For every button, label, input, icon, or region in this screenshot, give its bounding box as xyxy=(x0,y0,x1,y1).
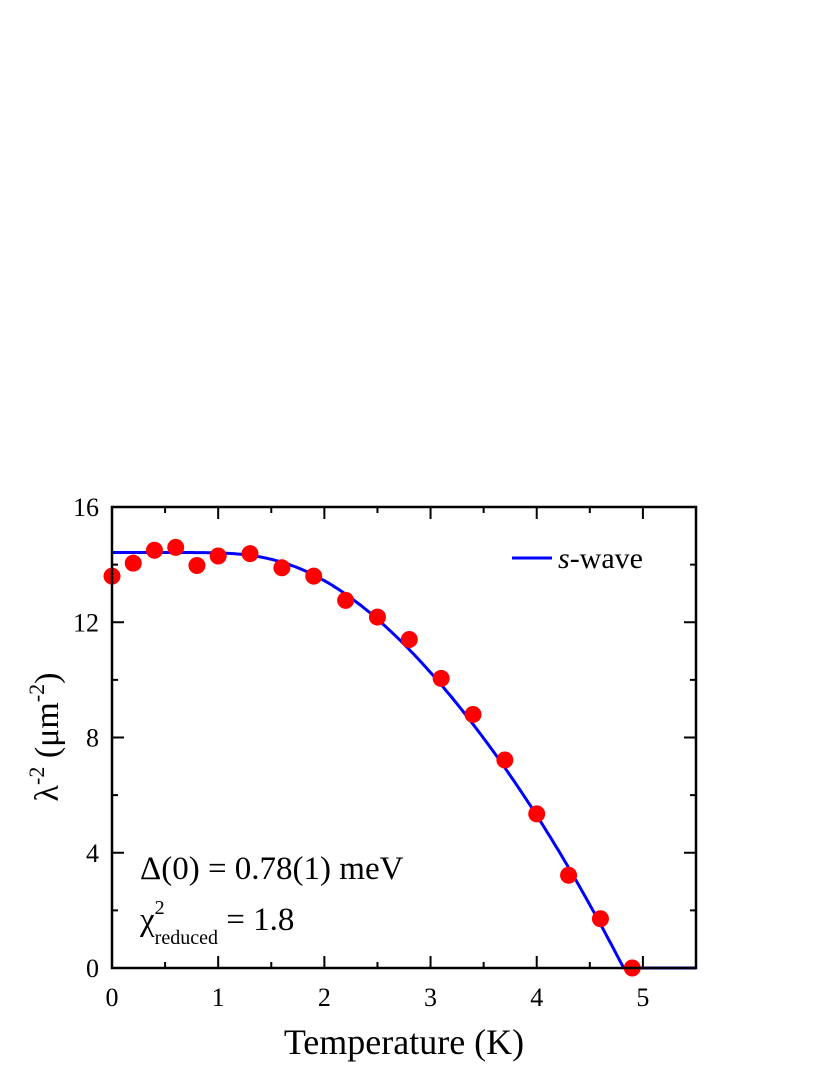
y-axis-title: λ-2 (μm-2) xyxy=(24,673,66,802)
data-point xyxy=(496,751,514,769)
x-tick-label: 4 xyxy=(530,983,543,1012)
legend: s-wave xyxy=(512,542,643,575)
data-point xyxy=(591,910,609,928)
data-point xyxy=(167,538,185,556)
y-tick-label: 8 xyxy=(86,724,99,753)
chi-squared-annotation: χ2 reduced = 1.8 xyxy=(139,897,294,949)
data-point xyxy=(145,541,163,559)
y-tick-label: 12 xyxy=(73,608,99,637)
data-point xyxy=(368,608,386,626)
axis-ticks xyxy=(111,506,697,969)
data-point xyxy=(124,554,142,572)
data-point xyxy=(432,669,450,687)
x-tick-label: 5 xyxy=(636,983,649,1012)
data-point xyxy=(337,591,355,609)
x-tick-label: 2 xyxy=(318,983,331,1012)
y-tick-label: 4 xyxy=(86,839,99,868)
data-point xyxy=(305,567,323,585)
x-axis-title: Temperature (K) xyxy=(284,1022,524,1062)
x-tick-label: 1 xyxy=(212,983,225,1012)
y-tick-label: 0 xyxy=(86,954,99,983)
data-point xyxy=(188,556,206,574)
data-point xyxy=(209,547,227,565)
legend-label-s-wave: s-wave xyxy=(558,542,643,575)
data-point xyxy=(400,631,418,649)
data-point xyxy=(273,559,291,577)
x-tick-labels: 0 1 2 3 4 5 xyxy=(106,983,650,1012)
data-point xyxy=(528,805,546,823)
data-point xyxy=(241,545,259,563)
y-tick-labels: 0 4 8 12 16 xyxy=(73,493,99,983)
data-point xyxy=(560,866,578,884)
data-points xyxy=(103,538,641,977)
plot-frame xyxy=(110,505,698,970)
s-wave-fit-line xyxy=(112,551,696,970)
data-point xyxy=(464,705,482,723)
x-tick-label: 0 xyxy=(106,983,119,1012)
y-tick-label: 16 xyxy=(73,493,99,522)
gap-annotation: Δ(0) = 0.78(1) meV xyxy=(140,851,404,887)
x-tick-label: 3 xyxy=(424,983,437,1012)
